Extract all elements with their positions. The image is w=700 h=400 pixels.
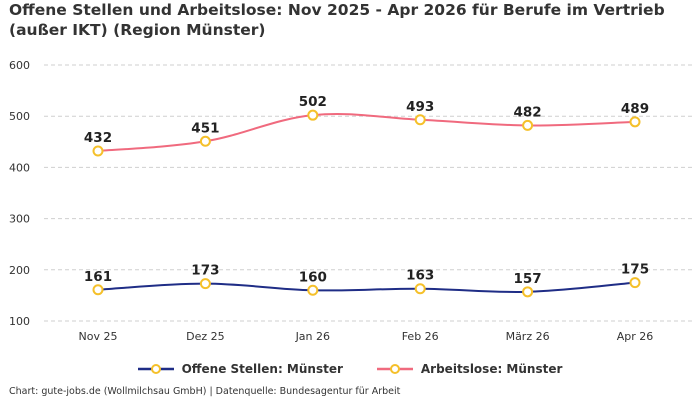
y-tick-label: 200 bbox=[9, 264, 30, 277]
x-tick-label: Feb 26 bbox=[402, 330, 439, 343]
data-label: 157 bbox=[514, 271, 542, 287]
data-point bbox=[414, 283, 426, 295]
data-label: 173 bbox=[191, 263, 219, 279]
data-point bbox=[414, 114, 426, 126]
series-layer bbox=[92, 109, 641, 298]
chart-title: Offene Stellen und Arbeitslose: Nov 2025… bbox=[9, 1, 665, 39]
data-label: 489 bbox=[621, 101, 649, 117]
data-point bbox=[199, 135, 211, 147]
data-point bbox=[522, 286, 534, 298]
legend-label-offene-stellen: Offene Stellen: Münster bbox=[181, 362, 343, 376]
y-tick-label: 400 bbox=[9, 161, 30, 174]
data-point bbox=[92, 284, 104, 296]
y-tick-label: 500 bbox=[9, 110, 30, 123]
data-label: 163 bbox=[406, 268, 434, 284]
data-point bbox=[629, 116, 641, 128]
data-label: 493 bbox=[406, 99, 434, 115]
legend-swatch-arbeitslose bbox=[376, 364, 413, 374]
legend-label-arbeitslose: Arbeitslose: Münster bbox=[420, 362, 563, 376]
data-label: 502 bbox=[299, 94, 327, 110]
legend-item-offene-stellen[interactable]: Offene Stellen: Münster bbox=[137, 362, 343, 376]
data-point bbox=[307, 284, 319, 296]
data-label-layer: 161 173 160 163 157 175 432 451 502 493 482 489 bbox=[84, 94, 649, 287]
legend: Offene Stellen: Münster Arbeitslose: Mün… bbox=[0, 362, 700, 376]
x-tick-label: Jan 26 bbox=[295, 330, 330, 343]
x-axis-ticks: Nov 25 Dez 25 Jan 26 Feb 26 März 26 Apr 26 bbox=[79, 330, 654, 343]
legend-item-arbeitslose[interactable]: Arbeitslose: Münster bbox=[376, 362, 563, 376]
source-footer: Chart: gute-jobs.de (Wollmilchsau GmbH) … bbox=[9, 386, 401, 397]
data-label: 482 bbox=[514, 104, 542, 120]
series-line-offene-stellen bbox=[97, 281, 636, 293]
data-label: 451 bbox=[191, 120, 219, 136]
data-point bbox=[629, 277, 641, 289]
legend-swatch-offene-stellen bbox=[137, 364, 174, 374]
x-tick-label: März 26 bbox=[506, 330, 550, 343]
x-tick-label: Apr 26 bbox=[617, 330, 654, 343]
y-tick-label: 300 bbox=[9, 213, 30, 226]
data-point bbox=[307, 109, 319, 121]
y-axis-ticks: 100 200 300 400 500 600 bbox=[9, 59, 30, 328]
data-point bbox=[92, 145, 104, 157]
grid-layer bbox=[44, 64, 693, 322]
data-point bbox=[522, 119, 534, 131]
data-label: 175 bbox=[621, 262, 649, 278]
data-label: 160 bbox=[299, 269, 327, 285]
y-tick-label: 100 bbox=[9, 315, 30, 328]
y-tick-label: 600 bbox=[9, 59, 30, 72]
data-point bbox=[199, 278, 211, 290]
series-line-arbeitslose bbox=[97, 113, 636, 153]
data-label: 432 bbox=[84, 130, 112, 146]
data-label: 161 bbox=[84, 269, 112, 285]
x-tick-label: Nov 25 bbox=[79, 330, 118, 343]
x-tick-label: Dez 25 bbox=[186, 330, 225, 343]
